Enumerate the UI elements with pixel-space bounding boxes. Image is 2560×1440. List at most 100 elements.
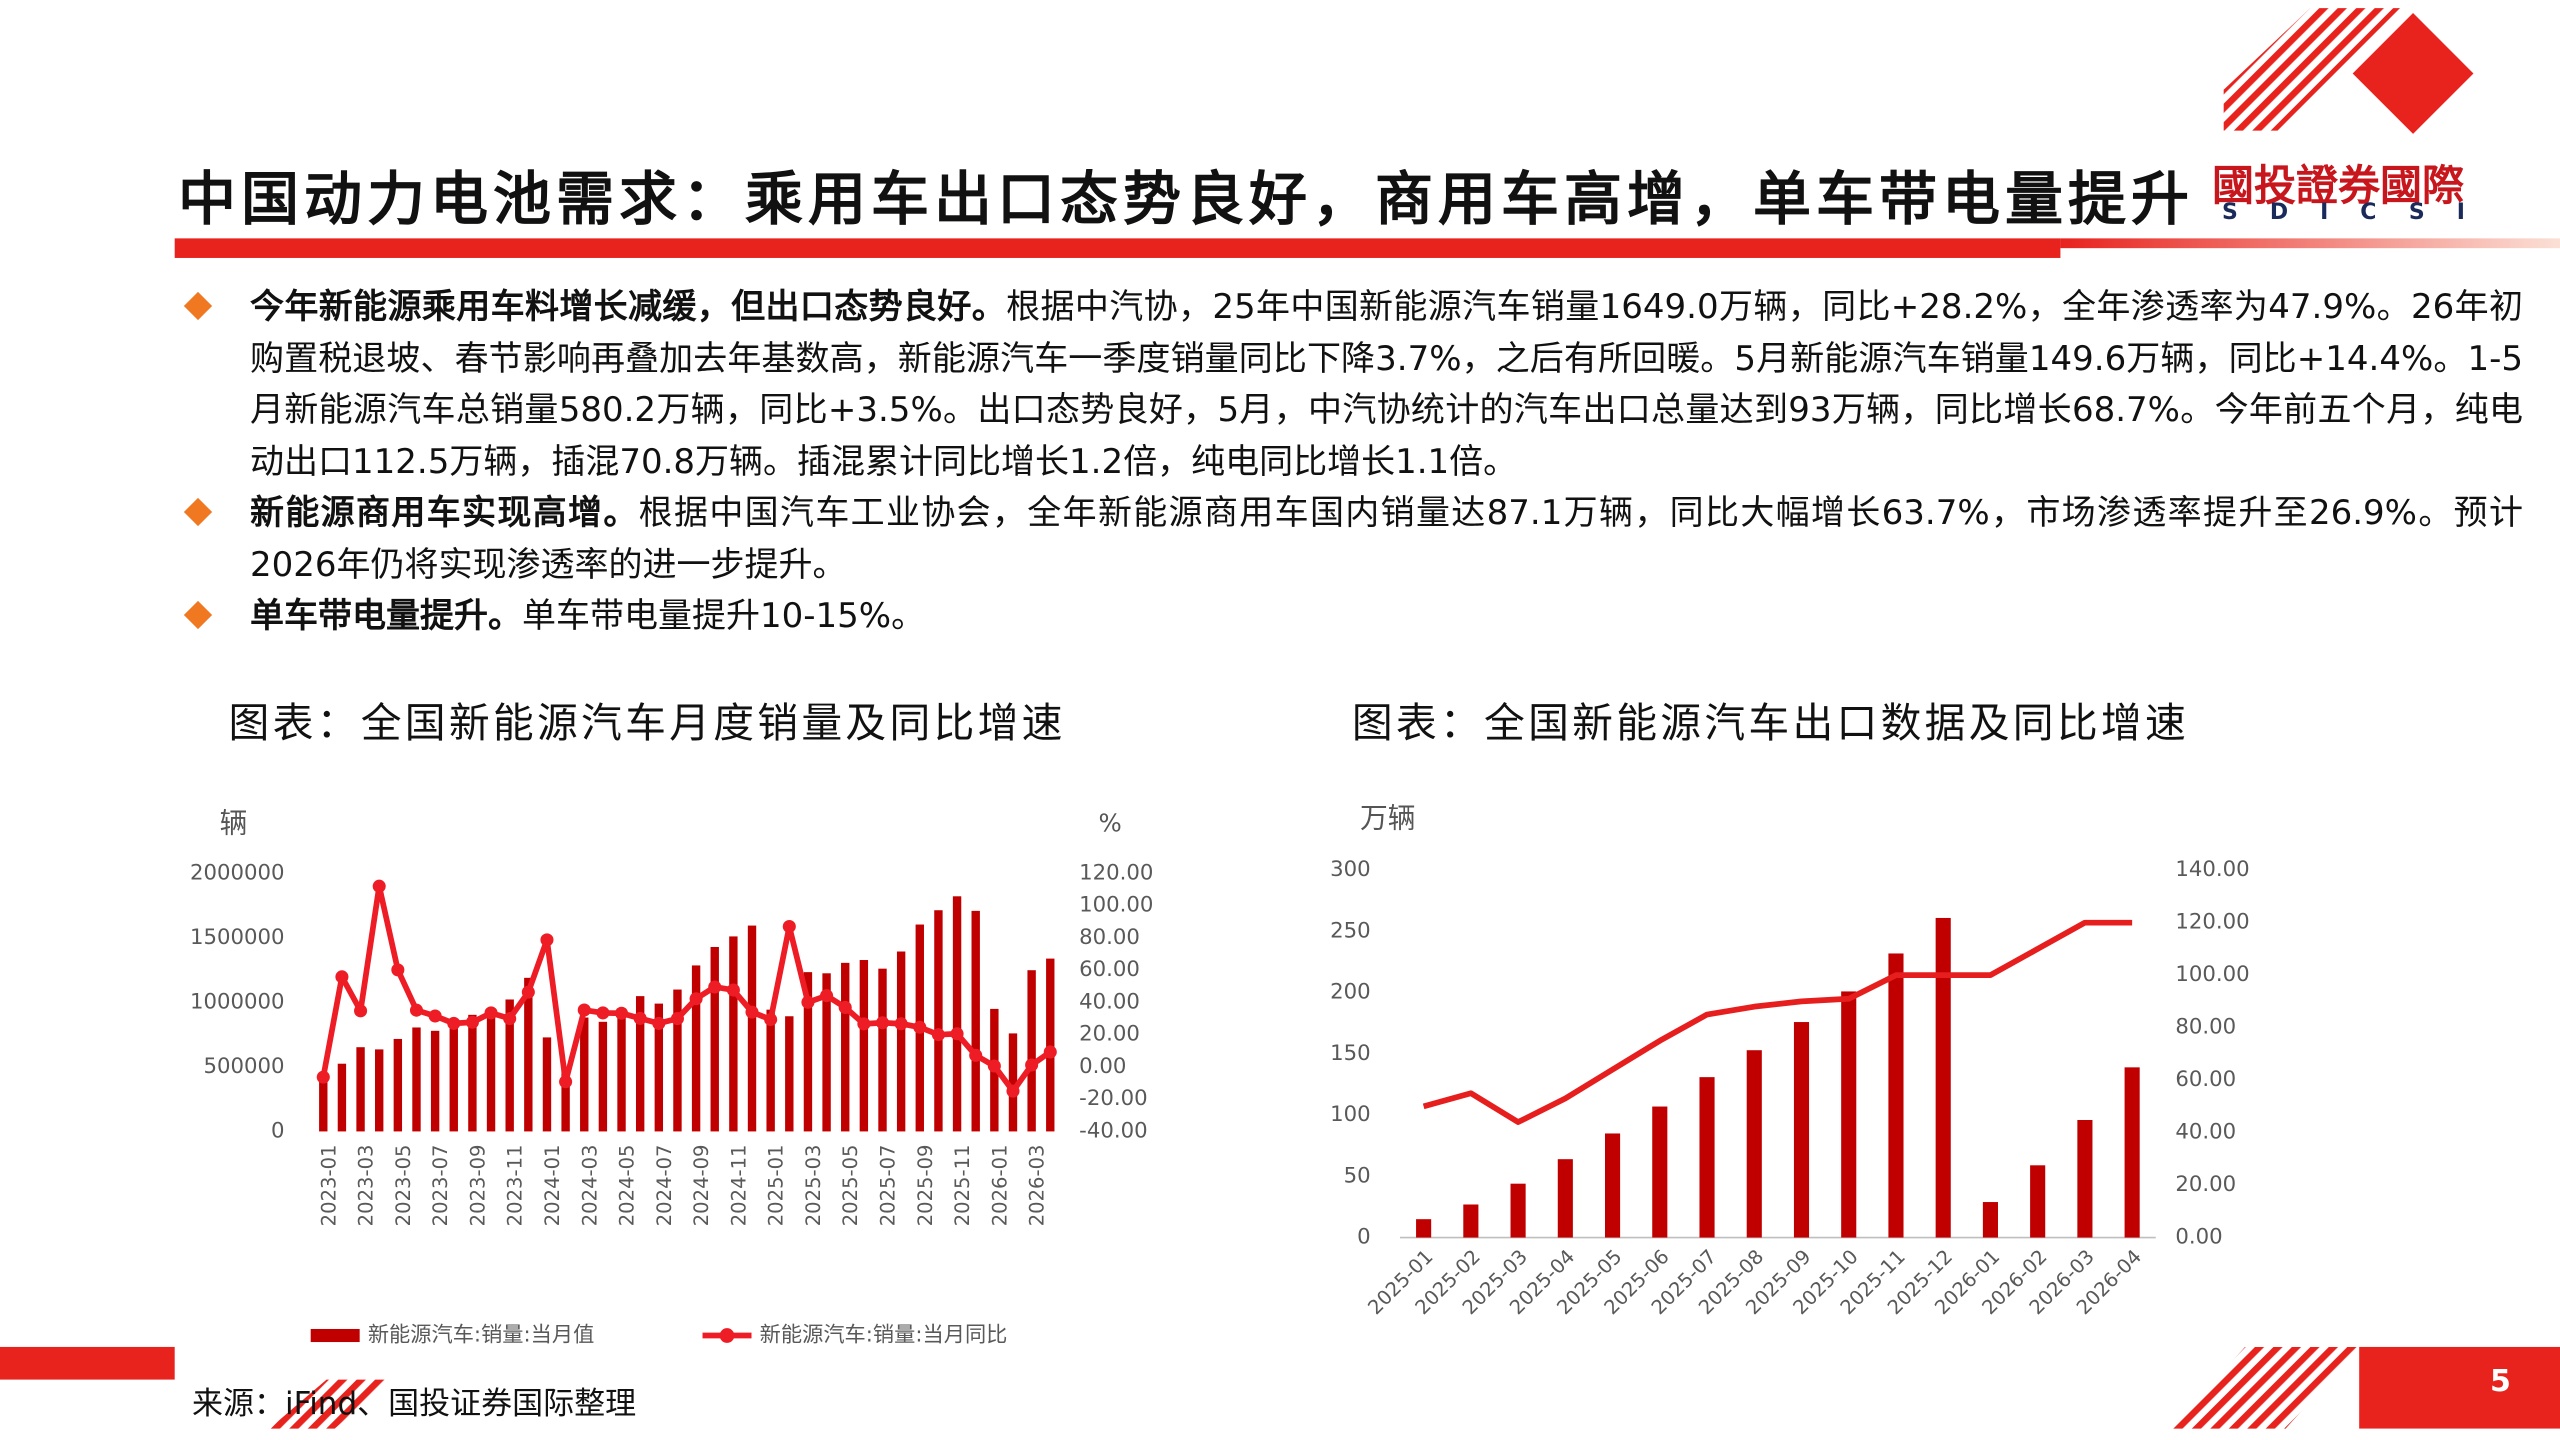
line-marker xyxy=(465,1015,479,1029)
x-tick-label: 2023-05 xyxy=(392,1144,415,1226)
bar xyxy=(1841,991,1857,1238)
bar xyxy=(393,1038,403,1132)
x-tick-label: 2025-03 xyxy=(802,1144,825,1226)
bar xyxy=(505,999,514,1132)
bar xyxy=(822,973,831,1132)
bar xyxy=(449,1022,458,1132)
y-axis-label: 辆 xyxy=(220,806,248,839)
line-marker xyxy=(801,995,815,1009)
bar xyxy=(896,951,906,1132)
bar xyxy=(747,925,757,1132)
x-tick-label: 2024-09 xyxy=(690,1144,713,1226)
y-tick-label: 150 xyxy=(1330,1041,1371,1066)
line-marker xyxy=(857,1017,871,1031)
y2-tick-label: 0.00 xyxy=(2175,1225,2222,1250)
line-marker xyxy=(633,1011,647,1025)
bullet-list: 今年新能源乘用车料增长减缓，但出口态势良好。根据中汽协，25年中国新能源汽车销量… xyxy=(182,282,2523,643)
bar xyxy=(319,1078,328,1132)
bar xyxy=(803,972,813,1132)
source-note: 来源：iFind、国投证券国际整理 xyxy=(192,1386,637,1422)
line-marker xyxy=(316,1070,330,1084)
line-marker xyxy=(838,1000,852,1014)
bar xyxy=(766,1009,775,1132)
y-tick-label: 2000000 xyxy=(190,860,285,885)
chart-title: 图表：全国新能源汽车出口数据及同比增速 xyxy=(1352,699,2189,747)
legend-swatch xyxy=(719,1328,735,1343)
x-tick-label: 2025-01 xyxy=(765,1144,788,1226)
line-marker xyxy=(372,879,386,893)
bar xyxy=(1557,1159,1573,1238)
y2-tick-label: 60.00 xyxy=(1079,957,1140,982)
footer-stripes xyxy=(2171,1346,2360,1429)
bar xyxy=(971,910,980,1132)
line xyxy=(320,883,1052,1094)
legend-label: 新能源汽车:销量:当月同比 xyxy=(760,1323,1008,1348)
x-tick-label: 2026-03 xyxy=(1026,1144,1049,1226)
bar xyxy=(1935,917,1951,1238)
x-tick-label: 2025-09 xyxy=(914,1144,937,1226)
bullet-marker xyxy=(183,600,213,630)
bar xyxy=(412,1027,421,1132)
line-marker xyxy=(894,1017,908,1031)
bar xyxy=(1416,1219,1432,1238)
y2-tick-label: 60.00 xyxy=(2175,1067,2236,1092)
bar xyxy=(2124,1067,2140,1238)
bullet-text: 根据中汽协，25年中国新能源汽车销量1649.0万辆，同比+28.2%，全年渗透… xyxy=(250,287,2524,482)
page-number: 5 xyxy=(2490,1364,2511,1399)
line-marker xyxy=(503,1012,517,1026)
line-marker xyxy=(1025,1058,1039,1072)
title-rule-fade xyxy=(2060,238,2560,249)
bullet-lead: 单车带电量提升。 xyxy=(250,596,522,636)
bar xyxy=(375,1049,384,1132)
line-marker xyxy=(428,1009,442,1023)
bar xyxy=(598,1021,608,1132)
x-tick-label: 2025-05 xyxy=(839,1144,862,1226)
x-tick-label: 2025-07 xyxy=(877,1144,900,1226)
bar xyxy=(691,965,701,1132)
y-tick-label: 300 xyxy=(1330,857,1371,882)
bar xyxy=(878,968,887,1132)
line-marker xyxy=(540,933,554,947)
bar xyxy=(1982,1202,1998,1238)
bar xyxy=(356,1047,365,1132)
bar xyxy=(710,946,719,1132)
y-tick-label: 200 xyxy=(1330,980,1371,1005)
y2-tick-label: 100.00 xyxy=(1079,893,1153,918)
y2-axis-label: % xyxy=(1099,808,1122,837)
line-marker xyxy=(708,980,722,994)
footer-block xyxy=(2359,1346,2560,1429)
line xyxy=(1422,919,2133,1125)
footer-stripes xyxy=(269,1379,392,1429)
bar xyxy=(1027,970,1036,1132)
bar xyxy=(561,1069,570,1132)
y2-tick-label: 80.00 xyxy=(1079,925,1140,950)
line-marker xyxy=(409,1003,424,1017)
line-marker xyxy=(689,992,703,1006)
title-rule xyxy=(174,238,2061,258)
x-tick-label: 2025-11 xyxy=(951,1144,974,1226)
line-marker xyxy=(615,1006,629,1020)
line-marker xyxy=(745,1005,759,1019)
y2-tick-label: 80.00 xyxy=(2175,1015,2236,1040)
bar xyxy=(952,896,962,1132)
line-marker xyxy=(726,983,740,997)
line-marker xyxy=(484,1006,498,1020)
bullet: 新能源商用车实现高增。根据中国汽车工业协会，全年新能源商用车国内销量达87.1万… xyxy=(182,488,2523,591)
bar xyxy=(486,1008,496,1132)
y2-tick-label: 120.00 xyxy=(1079,860,1153,885)
bullet-text: 根据中国汽车工业协会，全年新能源商用车国内销量达87.1万辆，同比大幅增长63.… xyxy=(250,493,2523,585)
line-marker xyxy=(577,1003,591,1017)
bar xyxy=(617,1008,626,1132)
line-marker xyxy=(559,1075,573,1089)
bullet-marker xyxy=(183,497,213,527)
x-tick-label: 2024-11 xyxy=(727,1144,750,1226)
bar xyxy=(430,1030,440,1132)
bar xyxy=(1463,1204,1479,1238)
x-tick-label: 2023-07 xyxy=(429,1144,452,1226)
chart-title: 图表：全国新能源汽车月度销量及同比增速 xyxy=(229,699,1066,747)
line-marker xyxy=(913,1020,927,1034)
bar xyxy=(859,960,869,1132)
